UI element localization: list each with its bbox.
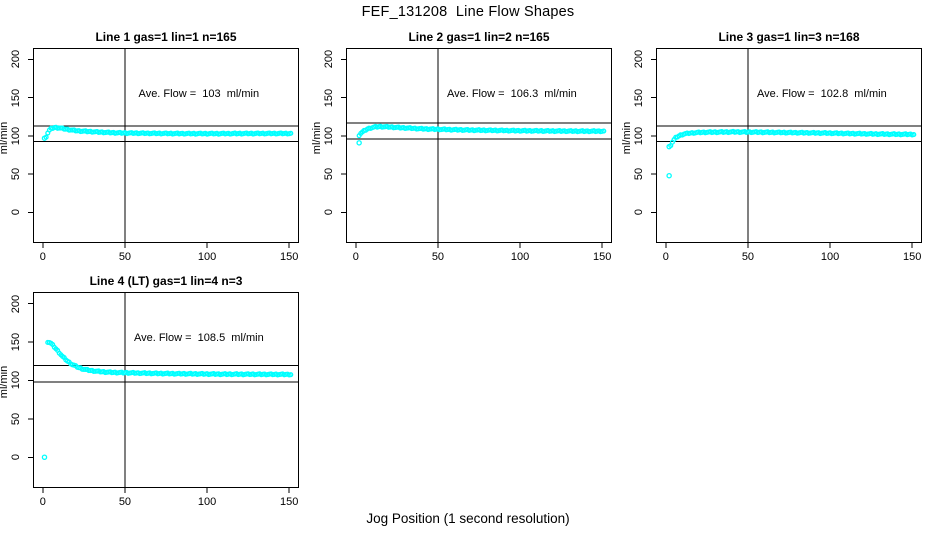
figure-title: FEF_131208 Line Flow Shapes [361, 4, 575, 20]
panel-title: Line 2 gas=1 lin=2 n=165 [408, 30, 550, 44]
panel-title: Line 1 gas=1 lin=1 n=165 [95, 30, 237, 44]
y-tick-label: 100 [10, 126, 22, 146]
x-tick-label: 0 [39, 496, 46, 508]
x-tick-label: 100 [510, 251, 530, 263]
y-tick-label: 50 [323, 168, 335, 181]
flow-points [666, 128, 917, 179]
flow-scatter-plot [341, 48, 612, 248]
ave-flow-annotation: Ave. Flow = 108.5 ml/min [133, 332, 264, 345]
outlier-point [41, 135, 48, 141]
panel-title: Line 3 gas=1 lin=3 n=168 [718, 30, 860, 44]
x-tick-label: 0 [352, 251, 359, 263]
x-tick-label: 50 [431, 251, 445, 263]
x-tick-label: 150 [902, 251, 922, 263]
ave-flow-annotation: Ave. Flow = 106.3 ml/min [446, 87, 577, 100]
x-tick-label: 150 [279, 251, 299, 263]
y-tick-label: 200 [633, 50, 645, 69]
flow-scatter-plot [651, 48, 922, 248]
flow-scatter-plot [28, 292, 299, 493]
y-tick-label: 0 [10, 454, 22, 461]
x-tick-label: 0 [39, 251, 46, 263]
plot-frame [33, 48, 299, 243]
outlier-point [356, 140, 362, 146]
flow-points [41, 124, 294, 141]
x-axis-label: Jog Position (1 second resolution) [366, 511, 570, 526]
x-tick-label: 50 [741, 251, 755, 263]
y-tick-label: 150 [10, 88, 22, 107]
x-tick-label: 0 [662, 251, 669, 263]
x-tick-label: 150 [592, 251, 612, 263]
outlier-point [666, 172, 672, 179]
y-axis-unit-label: ml/min [311, 121, 323, 154]
y-tick-label: 50 [10, 412, 22, 425]
panel-title: Line 4 (LT) gas=1 lin=4 n=3 [89, 274, 243, 288]
y-axis-unit-label: ml/min [0, 365, 10, 399]
y-tick-label: 200 [323, 50, 335, 69]
flow-points [356, 123, 607, 146]
y-tick-label: 150 [633, 88, 645, 107]
y-tick-label: 0 [323, 209, 335, 216]
y-axis-unit-label: ml/min [0, 121, 10, 154]
y-axis-unit-label: ml/min [621, 121, 633, 154]
y-tick-label: 100 [10, 371, 22, 390]
y-tick-label: 50 [633, 168, 645, 181]
flow-points [41, 339, 294, 461]
y-tick-label: 0 [633, 209, 645, 216]
outlier-point [666, 143, 672, 150]
y-tick-label: 100 [633, 126, 645, 146]
x-tick-label: 100 [197, 496, 217, 508]
outlier-point [41, 454, 48, 461]
x-tick-label: 100 [197, 251, 217, 263]
plot-frame [346, 48, 612, 243]
y-tick-label: 200 [10, 50, 22, 69]
ave-flow-annotation: Ave. Flow = 103 ml/min [138, 87, 260, 100]
y-tick-label: 0 [10, 209, 22, 216]
plot-frame [33, 292, 299, 488]
y-tick-label: 100 [323, 126, 335, 146]
x-tick-label: 100 [820, 251, 840, 263]
x-tick-label: 150 [279, 496, 299, 508]
y-tick-label: 150 [323, 88, 335, 107]
ave-flow-annotation: Ave. Flow = 102.8 ml/min [756, 87, 887, 100]
y-tick-label: 200 [10, 294, 22, 313]
plot-frame [656, 48, 922, 243]
y-tick-label: 50 [10, 168, 22, 181]
flow-scatter-plot [28, 48, 299, 248]
x-tick-label: 50 [118, 496, 132, 508]
y-tick-label: 150 [10, 332, 22, 352]
x-tick-label: 50 [118, 251, 132, 263]
